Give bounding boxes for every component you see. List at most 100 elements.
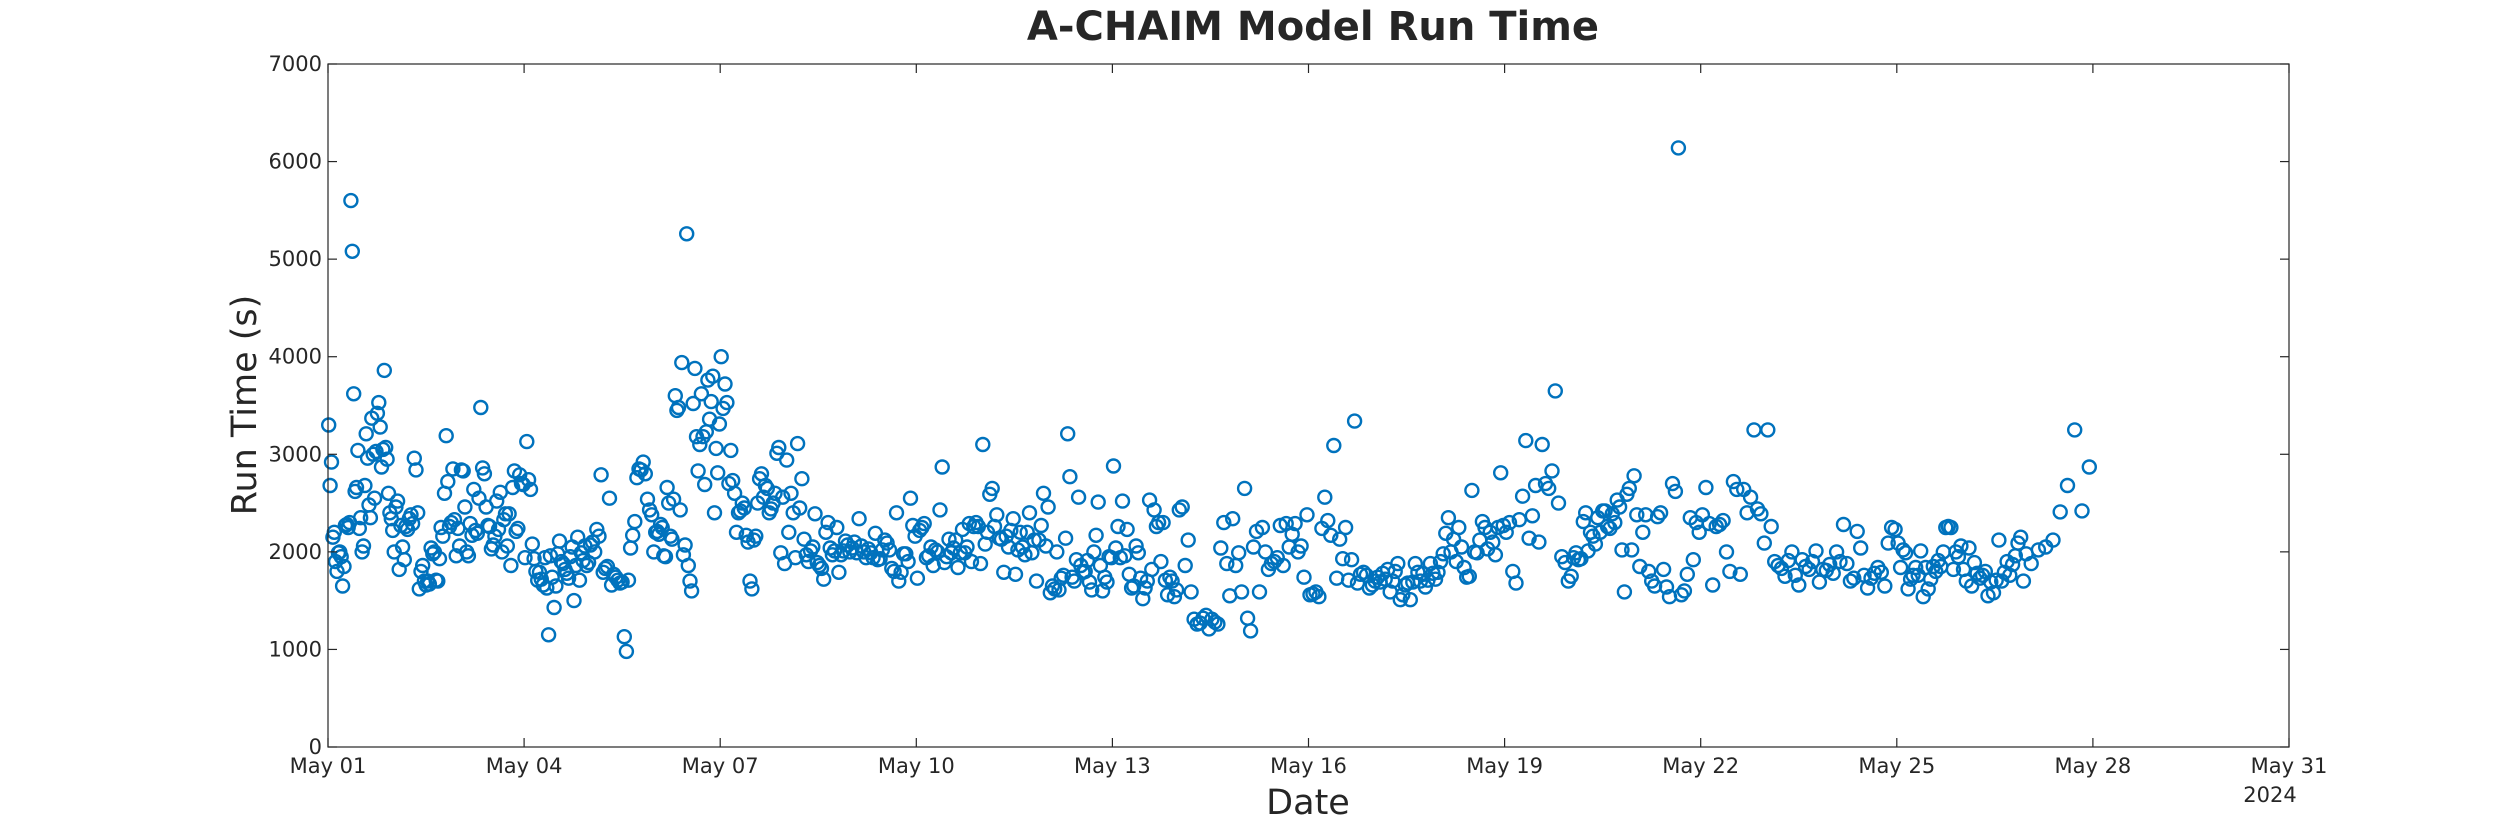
data-point [1135,591,1151,607]
data-point [1236,480,1253,497]
data-point [457,499,473,515]
data-point [719,394,735,411]
data-point [346,386,362,402]
data-point [1852,540,1869,556]
data-point [351,520,367,537]
data-point [403,507,419,523]
data-point [1168,582,1185,598]
data-point [1021,505,1038,521]
data-point [548,578,564,594]
data-point [1062,469,1078,485]
data-point [503,557,519,574]
data-point [1563,568,1579,584]
data-point [748,528,764,544]
data-point [909,570,926,586]
data-point [1544,463,1560,479]
data-point [1083,582,1100,598]
data-point [1337,519,1354,536]
y-tick-label: 7000 [269,52,322,76]
data-point [1846,570,1862,586]
x-tick-label: May 22 [1662,754,1739,778]
data-point [1725,473,1742,490]
data-point [679,226,695,242]
data-point [711,416,728,432]
data-point [1623,542,1640,558]
data-point [1487,547,1504,563]
data-point [379,451,395,467]
data-point [1912,543,1929,559]
data-point [566,592,582,609]
data-point [1251,584,1268,600]
data-point [1701,515,1718,532]
data-point [963,553,980,570]
data-point [1801,561,1817,578]
data-point [1081,574,1098,590]
y-axis: 0 1000 2000 3000 4000 5000 6000 7000 [269,52,2289,759]
data-point [1679,566,1696,582]
data-point [1284,526,1300,542]
data-point [593,467,609,483]
data-point [759,480,775,497]
data-point [2012,529,2029,545]
data-point [1128,538,1144,554]
x-tick-label: May 19 [1466,754,1543,778]
data-point [950,559,966,576]
data-point [1508,575,1524,591]
data-point [445,461,461,477]
data-point [813,560,830,577]
data-point [627,513,643,530]
data-point [1407,555,1424,572]
data-point [510,520,526,537]
data-point [1711,516,1728,533]
data-point [771,439,787,456]
data-point [469,525,485,541]
data-point [1832,553,1848,570]
data-point [333,549,349,565]
data-point [1026,532,1042,548]
data-point [781,524,797,540]
data-point [1658,579,1675,595]
data-point [501,506,517,522]
data-point [633,462,649,478]
data-point [1746,422,1762,438]
data-point [350,442,366,459]
data-point [657,549,674,565]
data-point [1897,545,1914,561]
data-point [540,627,557,643]
data-point [1988,572,2004,588]
data-point [831,564,847,580]
y-tick-label: 6000 [269,150,322,174]
y-axis-title: Run Time (s) [225,295,265,516]
data-point [1950,549,1967,565]
data-point [1691,524,1707,540]
data-point [1464,482,1480,499]
data-point [546,599,562,616]
data-point [1144,561,1160,578]
data-point [1616,584,1633,600]
data-point [744,581,760,597]
data-point [1174,499,1190,515]
data-point [1777,568,1793,584]
data-point [1242,623,1259,639]
x-axis-title: Date [1266,783,1350,823]
data-point [1928,563,1944,580]
data-point [1575,513,1592,530]
data-point [1155,514,1171,531]
data-point [1390,555,1406,572]
data-point [1905,567,1921,583]
data-point [738,527,754,543]
data-point [1171,502,1188,518]
data-point [1005,511,1021,527]
data-point [1293,538,1309,554]
data-point [587,544,603,560]
data-point [1907,559,1924,576]
data-point [891,573,907,589]
data-point [517,550,533,566]
data-point [881,542,898,558]
data-point [1787,567,1804,583]
data-point [672,502,688,518]
data-point [1422,555,1439,572]
data-point [489,493,505,509]
data-point [1664,475,1681,492]
